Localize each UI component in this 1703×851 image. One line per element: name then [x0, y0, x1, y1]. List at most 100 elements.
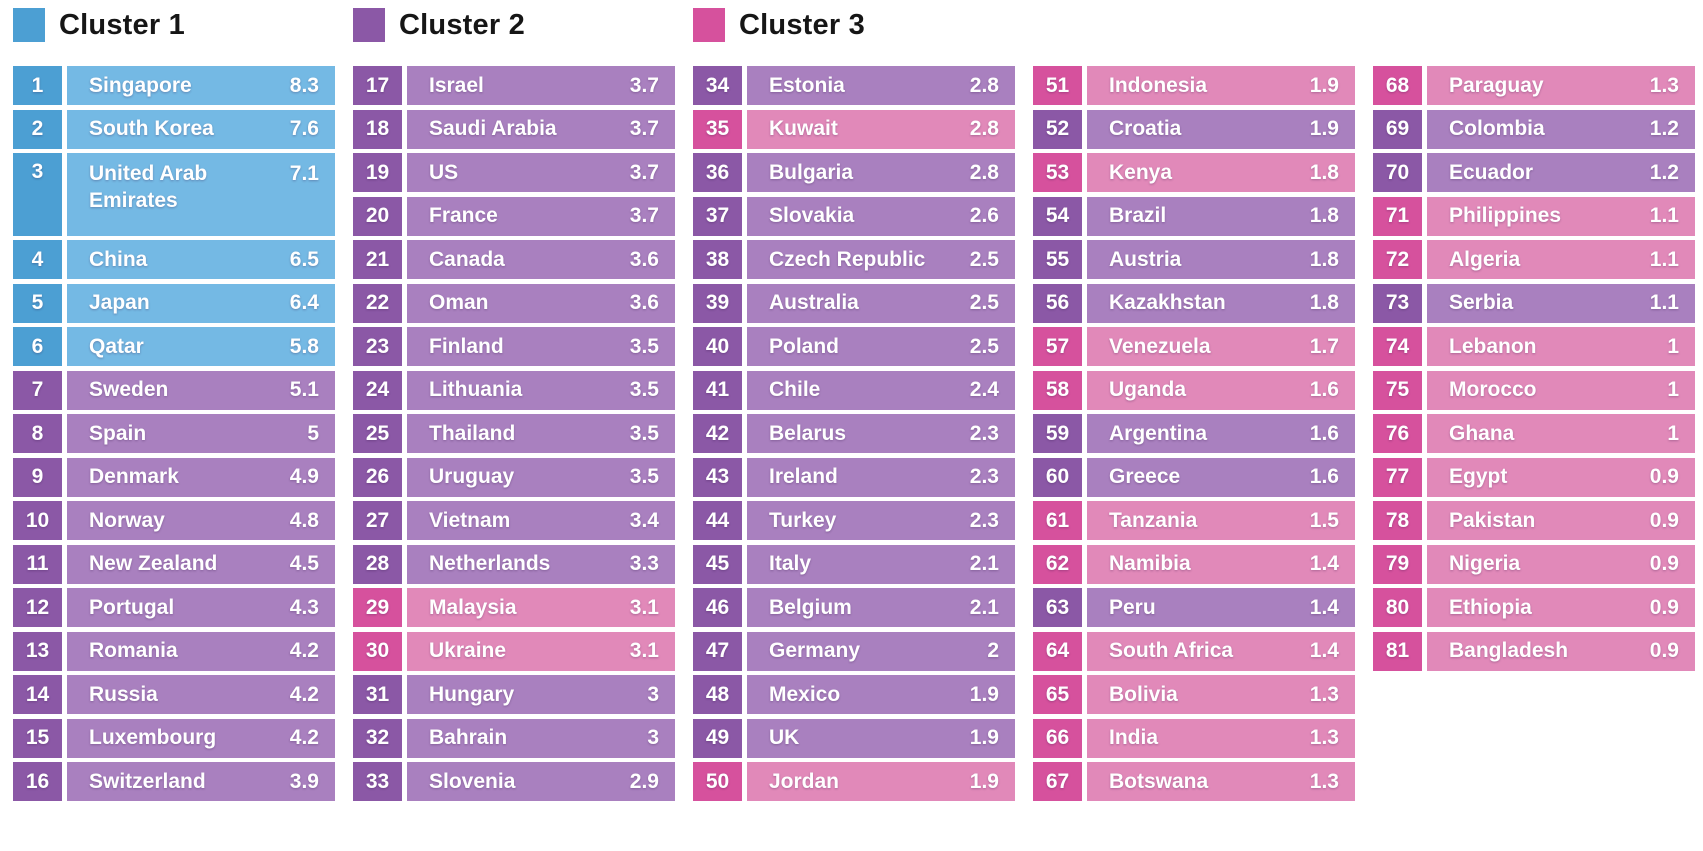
name-cell: Uganda 1.6 [1087, 370, 1355, 410]
rank-cell: 80 [1373, 588, 1422, 627]
score-value: 5.8 [289, 334, 319, 358]
rank-cell: 4 [13, 240, 62, 279]
score-value: 1.5 [1309, 508, 1339, 532]
rank-cell: 37 [693, 196, 742, 236]
country-label: Ethiopia [1449, 595, 1532, 619]
name-cell: Singapore 8.3 [67, 66, 335, 105]
rank-cell: 47 [693, 631, 742, 671]
rank-cell: 66 [1033, 718, 1082, 758]
rank-cell: 13 [13, 631, 62, 671]
score-value: 4.8 [289, 508, 319, 532]
table-row: 64 South Africa 1.4 [1033, 631, 1355, 671]
rank-cell: 21 [353, 240, 402, 279]
rank-cell: 68 [1373, 66, 1422, 105]
name-cell: Bolivia 1.3 [1087, 675, 1355, 714]
rank-cell: 34 [693, 66, 742, 105]
rank-cell: 2 [13, 109, 62, 149]
score-value: 1.8 [1309, 204, 1339, 228]
table-row: 38 Czech Republic 2.5 [693, 240, 1015, 279]
country-label: Greece [1109, 465, 1181, 489]
name-cell: Switzerland 3.9 [67, 762, 335, 801]
score-value: 1 [1667, 421, 1679, 445]
name-cell: South Africa 1.4 [1087, 631, 1355, 671]
score-value: 3.7 [629, 160, 659, 184]
name-cell: Argentina 1.6 [1087, 414, 1355, 453]
name-cell: Peru 1.4 [1087, 588, 1355, 627]
name-cell: Ireland 2.3 [747, 457, 1015, 497]
name-cell: Netherlands 3.3 [407, 544, 675, 584]
score-value: 5 [307, 421, 319, 445]
score-value: 1.9 [969, 726, 999, 750]
country-label: Italy [769, 552, 812, 576]
country-label: Namibia [1109, 552, 1191, 576]
name-cell: Estonia 2.8 [747, 66, 1015, 105]
name-cell: India 1.3 [1087, 718, 1355, 758]
rank-cell: 70 [1373, 153, 1422, 192]
rank-cell: 3 [13, 153, 62, 236]
table-row: 79 Nigeria 0.9 [1373, 544, 1695, 584]
country-label: Serbia [1449, 291, 1514, 315]
score-value: 2.5 [969, 334, 999, 358]
country-label: Venezuela [1109, 334, 1211, 358]
country-label: Australia [769, 291, 859, 315]
rank-cell: 57 [1033, 327, 1082, 366]
name-cell: Belarus 2.3 [747, 414, 1015, 453]
country-label: Norway [89, 508, 165, 532]
name-cell: Greece 1.6 [1087, 457, 1355, 497]
table-row: 56 Kazakhstan 1.8 [1033, 283, 1355, 323]
country-label: New Zealand [89, 552, 218, 576]
country-label: China [89, 247, 148, 271]
score-value: 1.9 [969, 769, 999, 793]
table-row: 60 Greece 1.6 [1033, 457, 1355, 497]
country-label: Bahrain [429, 726, 508, 750]
table-row: 57 Venezuela 1.7 [1033, 327, 1355, 366]
name-cell: Namibia 1.4 [1087, 544, 1355, 584]
table-row: 67 Botswana 1.3 [1033, 762, 1355, 801]
table-row: 1 Singapore 8.3 [13, 66, 335, 105]
score-value: 2.9 [629, 769, 659, 793]
name-cell: Mexico 1.9 [747, 675, 1015, 714]
legend-item-cluster-1: Cluster 1 [13, 8, 185, 42]
country-label: Kuwait [769, 117, 838, 141]
score-value: 1.7 [1309, 334, 1339, 358]
table-row: 16 Switzerland 3.9 [13, 762, 335, 801]
score-value: 2.8 [969, 160, 999, 184]
table-row: 39 Australia 2.5 [693, 283, 1015, 323]
table-row: 45 Italy 2.1 [693, 544, 1015, 584]
legend-item-cluster-2: Cluster 2 [353, 8, 525, 42]
table-row: 24 Lithuania 3.5 [353, 370, 675, 410]
country-label: Qatar [89, 334, 144, 358]
rank-cell: 79 [1373, 544, 1422, 584]
table-row: 78 Pakistan 0.9 [1373, 501, 1695, 540]
name-cell: South Korea 7.6 [67, 109, 335, 149]
score-value: 2.8 [969, 73, 999, 97]
score-value: 2.3 [969, 508, 999, 532]
rank-cell: 65 [1033, 675, 1082, 714]
name-cell: Philippines 1.1 [1427, 196, 1695, 236]
name-cell: Belgium 2.1 [747, 588, 1015, 627]
rank-cell: 62 [1033, 544, 1082, 584]
score-value: 3.5 [629, 334, 659, 358]
country-label: Netherlands [429, 552, 551, 576]
rank-cell: 26 [353, 457, 402, 497]
table-row: 65 Bolivia 1.3 [1033, 675, 1355, 714]
country-label: Philippines [1449, 204, 1562, 228]
country-label: Uganda [1109, 378, 1187, 402]
rank-cell: 67 [1033, 762, 1082, 801]
score-value: 1 [1667, 334, 1679, 358]
rank-cell: 69 [1373, 109, 1422, 149]
table-row: 53 Kenya 1.8 [1033, 153, 1355, 192]
score-value: 2.5 [969, 247, 999, 271]
country-label: Croatia [1109, 117, 1182, 141]
rank-cell: 28 [353, 544, 402, 584]
cluster-1-swatch-icon [13, 8, 45, 42]
table-row: 42 Belarus 2.3 [693, 414, 1015, 453]
score-value: 0.9 [1649, 508, 1679, 532]
score-value: 0.9 [1649, 639, 1679, 663]
rank-cell: 71 [1373, 196, 1422, 236]
table-row: 58 Uganda 1.6 [1033, 370, 1355, 410]
country-label: Belarus [769, 421, 847, 445]
country-label: UK [769, 726, 800, 750]
name-cell: Germany 2 [747, 631, 1015, 671]
name-cell: Luxembourg 4.2 [67, 718, 335, 758]
